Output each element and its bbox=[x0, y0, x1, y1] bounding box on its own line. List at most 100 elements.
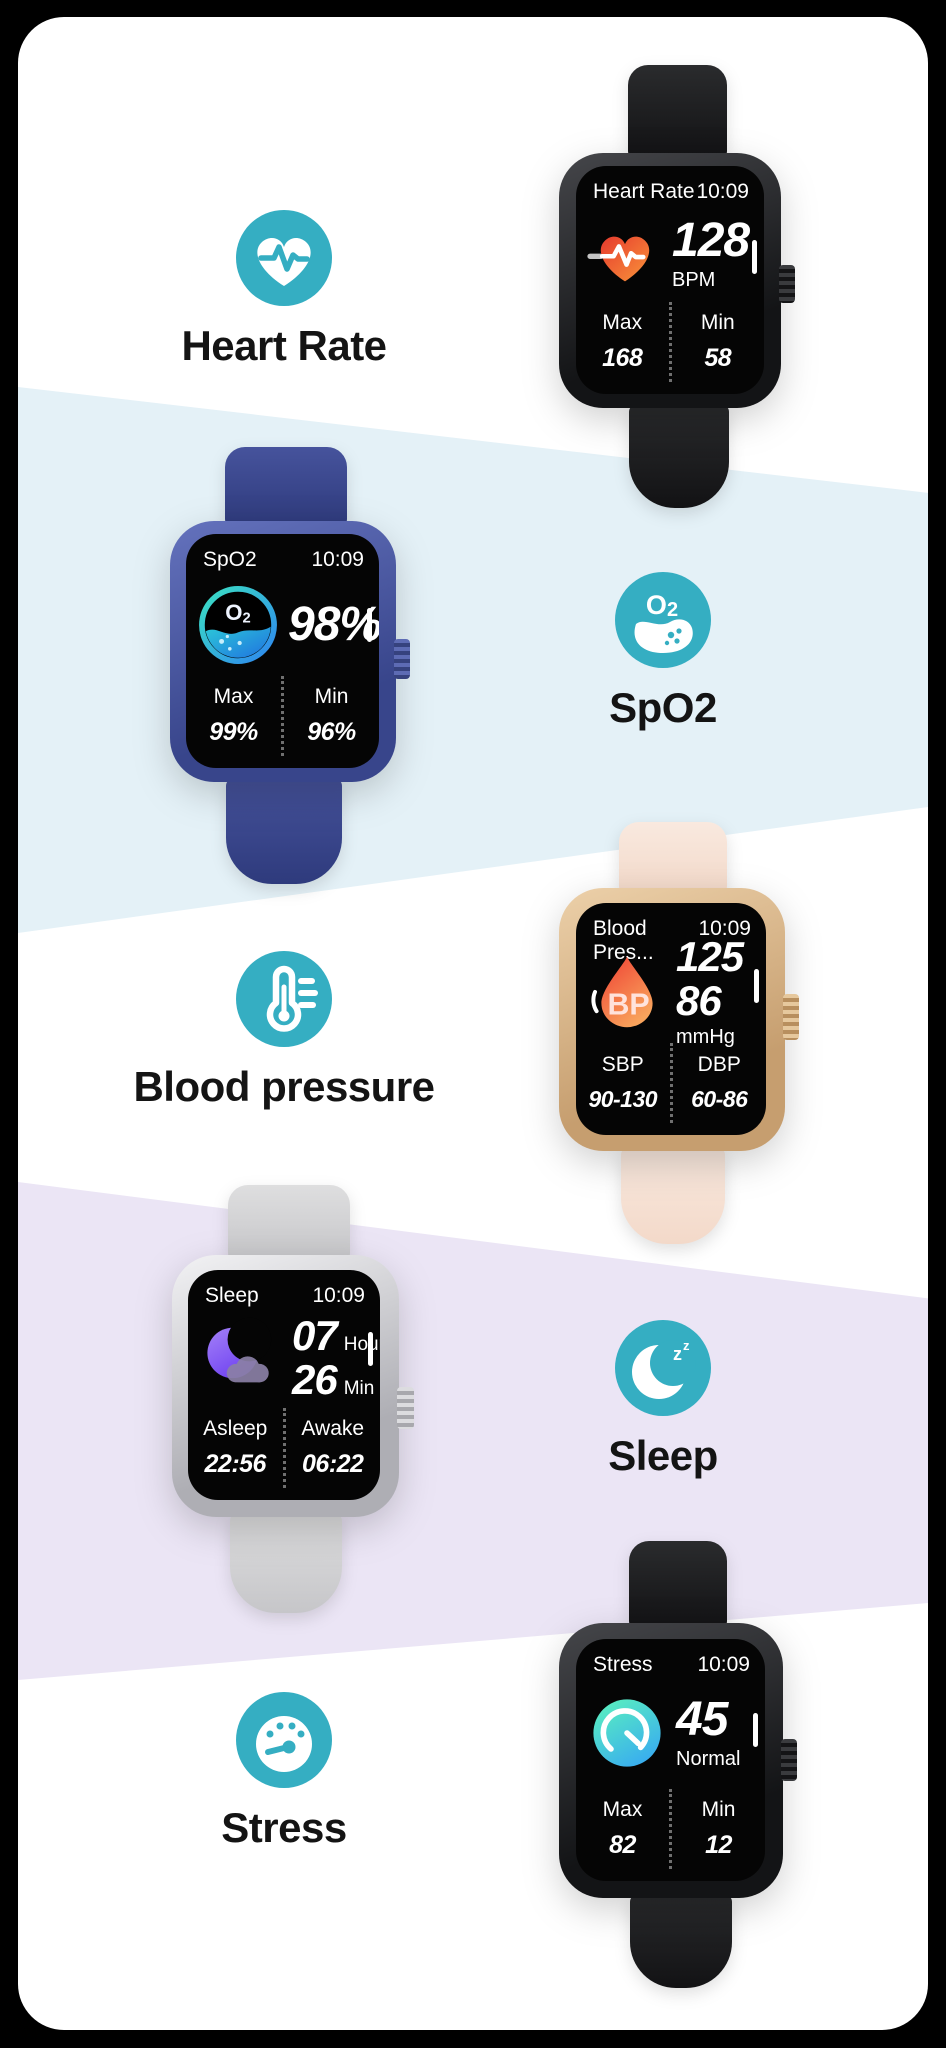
stat-label: Min bbox=[701, 1798, 736, 1821]
stat-value: 22:56 bbox=[204, 1450, 267, 1478]
stat-value: 12 bbox=[705, 1831, 732, 1859]
stat-label: Max bbox=[213, 685, 254, 708]
stats-divider bbox=[668, 302, 672, 382]
stat-label: Asleep bbox=[203, 1417, 268, 1440]
stat-value: 06:22 bbox=[302, 1450, 364, 1478]
stress-gauge-icon bbox=[593, 1699, 661, 1767]
feature-heart-rate: Heart Rate bbox=[114, 210, 454, 370]
feature-label: Blood pressure bbox=[133, 1063, 435, 1110]
screen-scroll-indicator bbox=[368, 1332, 373, 1366]
screen-scroll-indicator bbox=[367, 608, 372, 642]
stats-divider bbox=[282, 1408, 286, 1488]
screen-time: 10:09 bbox=[311, 548, 364, 571]
screen-scroll-indicator bbox=[753, 1713, 758, 1747]
watch-crown bbox=[394, 639, 410, 679]
stat-label: Awake bbox=[301, 1417, 365, 1440]
watch-heart-rate: Heart Rate 10:09 128 BPM bbox=[559, 65, 795, 508]
stat-label: Min bbox=[314, 685, 349, 708]
watch-strap-bottom bbox=[226, 778, 342, 884]
screen-scroll-indicator bbox=[752, 240, 757, 274]
stat-value: 58 bbox=[704, 344, 732, 372]
screen-value: 86 bbox=[676, 977, 722, 1024]
watch-strap-bottom bbox=[630, 1894, 732, 1988]
stat-value: 90-130 bbox=[588, 1086, 658, 1112]
watch-screen: Blood Pres... 10:09 BP 125 86 mmHg bbox=[576, 903, 766, 1135]
bp-drop-icon: BP bbox=[591, 956, 653, 1028]
stat-value: 168 bbox=[602, 344, 643, 372]
screen-title: Stress bbox=[593, 1653, 653, 1676]
watch-screen: SpO2 10:09 bbox=[186, 534, 379, 768]
watch-crown bbox=[779, 265, 795, 303]
watch-strap-bottom bbox=[629, 404, 729, 508]
stats-divider bbox=[281, 676, 284, 756]
oxygen-circle-icon: O2 bbox=[199, 586, 277, 664]
blood-pressure-icon bbox=[236, 951, 332, 1047]
screen-time: 10:09 bbox=[697, 1653, 750, 1676]
screen-time: 10:09 bbox=[696, 180, 749, 203]
screen-value-unit: Hour bbox=[343, 1333, 380, 1355]
svg-text:z: z bbox=[683, 1338, 690, 1353]
screen-unit: Normal bbox=[676, 1748, 741, 1771]
screen-time: 10:09 bbox=[698, 917, 751, 940]
watch-blood-pressure: Blood Pres... 10:09 BP 125 86 mmHg bbox=[559, 822, 799, 1244]
watch-screen: Stress 10:09 45 Normal bbox=[576, 1639, 765, 1881]
screen-title: Blood Pres... bbox=[593, 917, 654, 964]
svg-text:BP: BP bbox=[607, 987, 649, 1021]
watch-crown bbox=[781, 1739, 797, 1781]
screen-value: 26 bbox=[292, 1356, 338, 1403]
watch-crown bbox=[783, 994, 799, 1040]
watch-crown bbox=[397, 1387, 414, 1429]
watch-strap-bottom bbox=[621, 1147, 725, 1244]
stat-value: 82 bbox=[609, 1831, 636, 1859]
screen-value-unit: Min bbox=[343, 1378, 375, 1399]
stat-label: Min bbox=[700, 311, 735, 334]
watch-stress: Stress 10:09 45 Normal bbox=[559, 1541, 797, 1988]
stress-icon bbox=[236, 1692, 332, 1788]
feature-label: Heart Rate bbox=[181, 322, 387, 369]
feature-spo2: O2 SpO2 bbox=[493, 572, 833, 732]
stat-value: 99% bbox=[209, 718, 258, 746]
watch-strap-top bbox=[619, 822, 727, 894]
stat-label: Max bbox=[602, 1798, 643, 1821]
watch-sleep: Sleep 10:09 bbox=[172, 1185, 414, 1613]
screen-value: 125 bbox=[676, 932, 744, 980]
watch-screen: Heart Rate 10:09 128 BPM bbox=[576, 166, 764, 394]
heart-rate-icon bbox=[236, 210, 332, 306]
stat-label: SBP bbox=[601, 1053, 644, 1076]
stats-divider bbox=[669, 1789, 672, 1869]
stats-divider bbox=[669, 1043, 673, 1123]
screen-value: 45 bbox=[676, 1692, 728, 1746]
stat-label: DBP bbox=[697, 1053, 741, 1076]
stat-label: Max bbox=[602, 311, 643, 334]
screen-scroll-indicator bbox=[754, 969, 759, 1003]
screen-unit: BPM bbox=[672, 269, 716, 292]
screen-time: 10:09 bbox=[312, 1284, 365, 1307]
screen-value: 128 bbox=[672, 213, 750, 267]
spo2-icon: O2 bbox=[615, 572, 711, 668]
feature-sleep: z z Sleep bbox=[493, 1320, 833, 1480]
feature-label: SpO2 bbox=[609, 684, 717, 731]
feature-stress: Stress bbox=[114, 1692, 454, 1852]
feature-label: Stress bbox=[221, 1804, 347, 1851]
stat-value: 96% bbox=[307, 718, 356, 746]
screen-title: SpO2 bbox=[203, 548, 257, 571]
svg-text:z: z bbox=[673, 1344, 682, 1364]
watch-strap-top bbox=[225, 447, 347, 527]
watch-strap-bottom bbox=[230, 1513, 342, 1613]
screen-value: 98% bbox=[288, 597, 379, 651]
feature-label: Sleep bbox=[608, 1432, 718, 1479]
watch-strap-top bbox=[228, 1185, 350, 1261]
stat-value: 60-86 bbox=[691, 1086, 748, 1112]
screen-title: Heart Rate bbox=[593, 180, 695, 203]
sleep-icon: z z bbox=[615, 1320, 711, 1416]
feature-blood-pressure: Blood pressure bbox=[114, 951, 454, 1111]
watch-screen: Sleep 10:09 bbox=[188, 1270, 380, 1500]
watch-strap-top bbox=[628, 65, 727, 159]
heart-ecg-icon bbox=[587, 236, 650, 282]
screen-unit: mmHg bbox=[676, 1026, 735, 1049]
watch-strap-top bbox=[629, 1541, 727, 1629]
moon-cloud-icon bbox=[207, 1317, 272, 1383]
screen-value: 07 bbox=[292, 1311, 338, 1359]
screen-title: Sleep bbox=[205, 1284, 259, 1307]
